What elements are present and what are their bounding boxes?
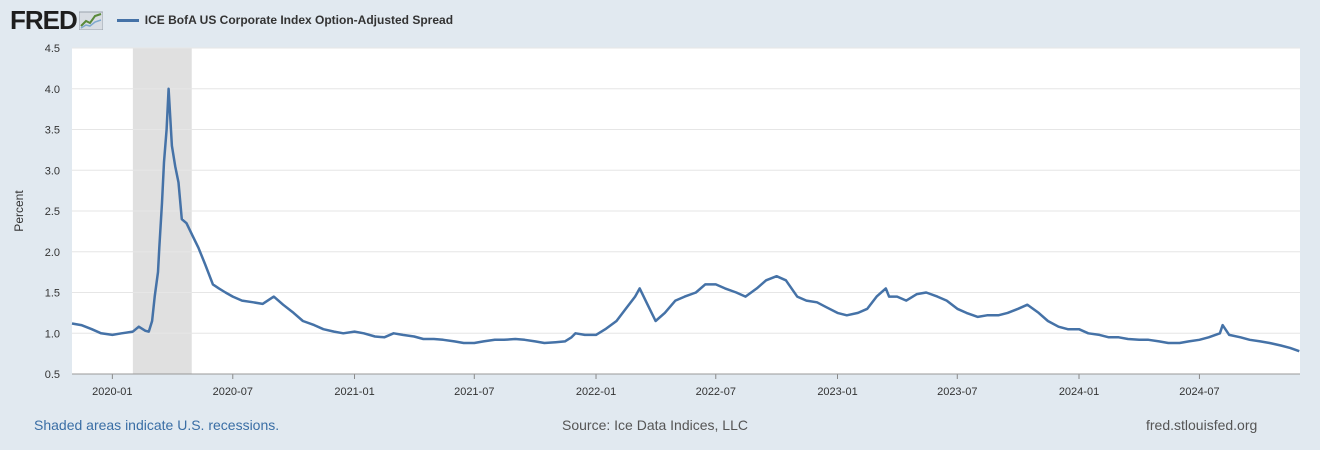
x-tick-label: 2023-07 (937, 386, 977, 398)
fred-line-graph-icon (78, 11, 103, 30)
y-tick-label: 3.5 (45, 125, 60, 137)
legend-swatch (116, 18, 139, 22)
y-tick-label: 3.0 (45, 165, 60, 177)
legend: ICE BofA US Corporate Index Option-Adjus… (116, 13, 454, 27)
x-tick-label: 2020-07 (213, 386, 253, 398)
fred-logo[interactable]: FRED (10, 5, 103, 36)
source-note: Source: Ice Data Indices, LLC (562, 417, 748, 433)
y-tick-label: 4.0 (45, 84, 60, 96)
x-tick-label: 2022-01 (576, 386, 616, 398)
y-tick-label: 1.5 (45, 288, 60, 300)
y-axis-label: Percent (12, 190, 26, 232)
legend-series-name: ICE BofA US Corporate Index Option-Adjus… (144, 13, 454, 27)
x-tick-label: 2023-01 (817, 386, 857, 398)
y-tick-label: 1.0 (45, 328, 60, 340)
y-tick-label: 2.5 (45, 206, 60, 218)
x-tick-label: 2024-01 (1059, 386, 1099, 398)
site-link[interactable]: fred.stlouisfed.org (1146, 417, 1258, 433)
fred-logo-text: FRED (10, 4, 78, 35)
line-chart: 0.5 1.0 1.5 2.0 2.5 3.0 3.5 4.0 4.5 2020-01 2020-0… (12, 43, 1300, 398)
y-tick-label: 0.5 (45, 369, 60, 381)
chart-header: FRED ICE BofA US Corporate Index Option-… (10, 5, 454, 36)
x-tick-label: 2020-01 (92, 386, 132, 398)
y-tick-label: 2.0 (45, 247, 60, 259)
x-tick-label: 2021-07 (454, 386, 494, 398)
x-tick-label: 2024-07 (1179, 386, 1219, 398)
y-tick-label: 4.5 (45, 43, 60, 55)
x-tick-label: 2022-07 (696, 386, 736, 398)
recession-note: Shaded areas indicate U.S. recessions. (34, 417, 280, 433)
x-tick-label: 2021-01 (334, 386, 374, 398)
series-line (71, 87, 1300, 353)
